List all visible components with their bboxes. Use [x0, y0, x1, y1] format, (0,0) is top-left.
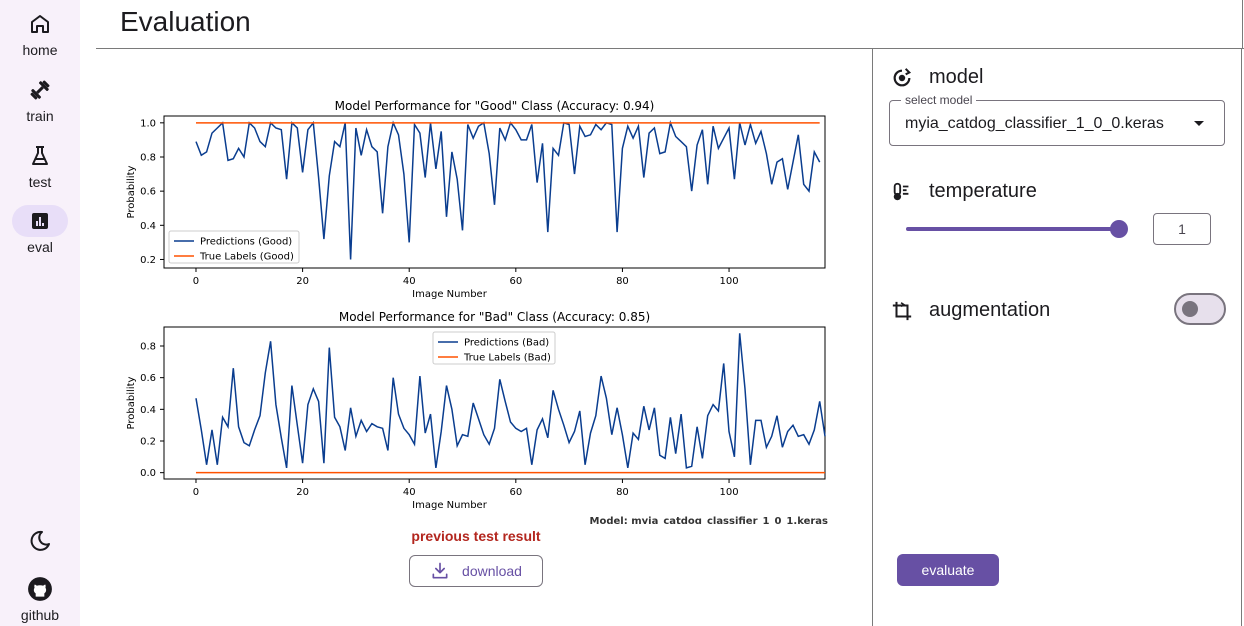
- switch-knob: [1182, 301, 1198, 317]
- nav-train[interactable]: train: [0, 74, 80, 124]
- y-tick-label: 0.2: [140, 255, 156, 266]
- nav-train-label: train: [26, 108, 54, 124]
- augmentation-title: augmentation: [929, 299, 1051, 321]
- legend-label: Predictions (Good): [200, 237, 292, 248]
- nav-eval[interactable]: eval: [0, 205, 80, 255]
- x-tick-label: 0: [193, 276, 199, 287]
- model-icon: [893, 67, 912, 86]
- github-link[interactable]: github: [0, 573, 80, 623]
- download-button[interactable]: download: [409, 555, 543, 587]
- download-icon: [432, 562, 448, 579]
- thermometer-icon: [893, 182, 909, 200]
- evaluate-button[interactable]: evaluate: [897, 554, 999, 586]
- temperature-slider-track[interactable]: [906, 227, 1119, 231]
- legend-box: [168, 230, 300, 264]
- x-tick-label: 40: [403, 276, 416, 287]
- x-tick-label: 20: [296, 487, 309, 498]
- chart-bad: Model Performance for "Bad" Class (Accur…: [126, 310, 829, 527]
- x-tick-label: 80: [616, 487, 629, 498]
- temperature-title: temperature: [929, 180, 1037, 202]
- chart-title: Model Performance for "Good" Class (Accu…: [335, 99, 655, 113]
- x-axis-label: Image Number: [412, 500, 488, 511]
- series-line-predictions: [195, 333, 826, 469]
- y-tick-label: 0.2: [140, 437, 156, 448]
- augmentation-switch[interactable]: [1174, 293, 1226, 325]
- series-line-predictions: [195, 120, 821, 260]
- page-header: Evaluation: [96, 0, 1244, 49]
- moon-icon: [30, 530, 50, 551]
- legend-label: True Labels (Bad): [463, 353, 551, 364]
- x-tick-label: 40: [403, 487, 416, 498]
- y-tick-label: 0.8: [140, 342, 156, 353]
- y-tick-label: 0.0: [140, 468, 156, 479]
- model-section-header: model: [891, 66, 983, 89]
- model-select-value: myia_catdog_classifier_1_0_0.keras: [905, 115, 1164, 132]
- y-axis-label: Probability: [126, 165, 137, 218]
- chevron-down-icon: [1194, 121, 1204, 126]
- model-title: model: [929, 66, 984, 88]
- x-tick-label: 100: [720, 276, 739, 287]
- navigation-rail: home train test eval github: [0, 0, 80, 626]
- flask-icon: [32, 146, 48, 165]
- model-select-label: select model: [901, 93, 977, 107]
- temperature-section-header: temperature: [891, 180, 1037, 203]
- legend-box: [432, 331, 556, 365]
- dumbbell-icon: [30, 80, 50, 100]
- divider: [1242, 0, 1243, 48]
- x-tick-label: 100: [720, 487, 739, 498]
- chart-title: Model Performance for "Bad" Class (Accur…: [339, 310, 650, 324]
- bar-chart-icon: [32, 213, 48, 229]
- augmentation-section-header: augmentation: [891, 299, 1050, 322]
- x-tick-label: 80: [616, 276, 629, 287]
- plot-frame: [163, 326, 826, 480]
- temperature-input[interactable]: 1: [1153, 213, 1211, 245]
- nav-home[interactable]: home: [0, 8, 80, 58]
- y-tick-label: 0.6: [140, 187, 156, 198]
- model-select[interactable]: select model myia_catdog_classifier_1_0_…: [889, 93, 1225, 146]
- plot-frame: [163, 115, 826, 269]
- y-tick-label: 0.4: [140, 405, 156, 416]
- x-tick-label: 20: [296, 276, 309, 287]
- github-icon: [28, 577, 52, 601]
- page-title: Evaluation: [120, 6, 251, 37]
- nav-test[interactable]: test: [0, 140, 80, 190]
- home-icon: [31, 15, 49, 33]
- y-tick-label: 0.6: [140, 373, 156, 384]
- y-axis-label: Probability: [126, 376, 137, 429]
- y-tick-label: 0.4: [140, 221, 156, 232]
- x-axis-label: Image Number: [412, 289, 488, 300]
- model-annotation: Model: myia_catdog_classifier_1_0_1.kera…: [590, 516, 829, 524]
- x-tick-label: 0: [193, 487, 199, 498]
- charts-svg: Model Performance for "Good" Class (Accu…: [126, 99, 829, 527]
- chart-good: Model Performance for "Good" Class (Accu…: [126, 99, 826, 300]
- evaluation-charts: Model Performance for "Good" Class (Accu…: [120, 94, 840, 527]
- x-tick-label: 60: [509, 276, 522, 287]
- x-tick-label: 60: [509, 487, 522, 498]
- crop-rotate-icon: [892, 301, 912, 320]
- y-tick-label: 1.0: [140, 118, 156, 129]
- settings-panel: model select model myia_catdog_classifie…: [872, 48, 1242, 626]
- nav-test-label: test: [28, 174, 52, 190]
- download-label: download: [462, 563, 522, 579]
- nav-home-label: home: [22, 42, 58, 58]
- theme-toggle[interactable]: [0, 525, 80, 557]
- legend-label: True Labels (Good): [199, 252, 294, 263]
- github-label: github: [20, 607, 60, 623]
- temperature-slider-thumb[interactable]: [1110, 220, 1128, 238]
- nav-eval-label: eval: [27, 239, 53, 255]
- legend-label: Predictions (Bad): [464, 338, 549, 349]
- previous-result-label: previous test result: [411, 528, 541, 544]
- y-tick-label: 0.8: [140, 152, 156, 163]
